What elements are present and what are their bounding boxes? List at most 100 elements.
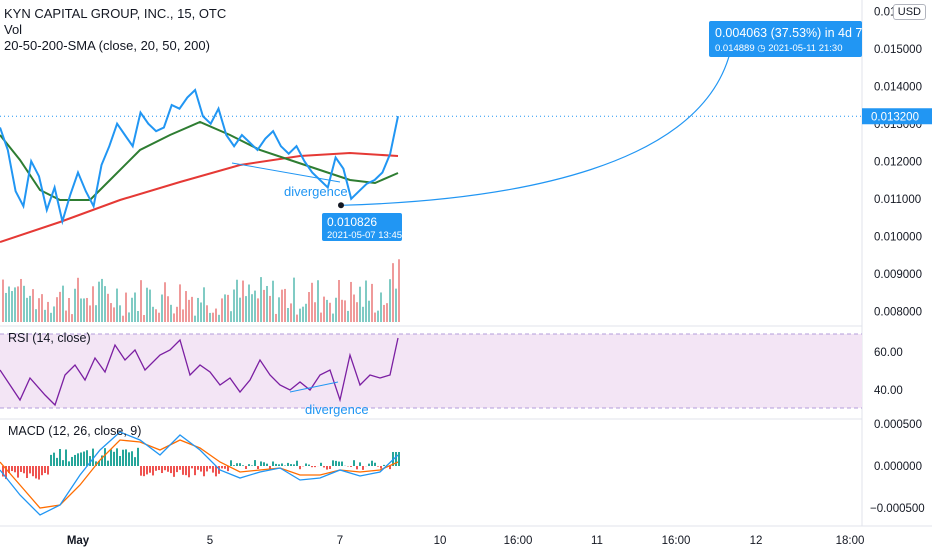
- macd-hist-bar: [56, 457, 58, 466]
- macd-hist-bar: [266, 463, 268, 466]
- volume-bar: [260, 277, 262, 322]
- macd-hist-bar: [233, 465, 235, 466]
- macd-hist-bar: [44, 466, 46, 473]
- rsi-tick-60: 60.00: [874, 347, 903, 359]
- macd-hist-bar: [2, 466, 4, 477]
- volume-bar: [41, 294, 43, 322]
- macd-hist-bar: [167, 466, 169, 472]
- volume-bar: [245, 296, 247, 322]
- volume-bar: [218, 314, 220, 322]
- volume-bar: [92, 286, 94, 322]
- time-tick-label: 10: [434, 535, 447, 547]
- macd-hist-bar: [383, 464, 385, 466]
- projection-curve: [340, 52, 731, 206]
- macd-hist-bar: [50, 454, 52, 466]
- macd-hist-bar: [59, 449, 61, 466]
- volume-bar: [290, 303, 292, 322]
- macd-hist-bar: [17, 466, 19, 478]
- macd-hist-bar: [188, 466, 190, 478]
- volume-bar: [362, 306, 364, 322]
- low-label-date: 2021-05-07 13:45: [327, 230, 402, 241]
- volume-bar: [398, 259, 400, 322]
- macd-hist-bar: [35, 466, 37, 479]
- volume-bar: [89, 305, 91, 322]
- volume-bar: [374, 312, 376, 322]
- divergence-line-price: [231, 162, 341, 183]
- volume-bar: [86, 297, 88, 322]
- macd-hist-bar: [83, 451, 85, 466]
- volume-bar: [53, 306, 55, 322]
- macd-hist-bar: [68, 461, 70, 466]
- volume-bar: [269, 295, 271, 322]
- volume-bar: [347, 310, 349, 322]
- volume-bar: [323, 296, 325, 322]
- macd-hist-bar: [236, 463, 238, 466]
- macd-hist-bar: [242, 465, 244, 466]
- macd-hist-bar: [146, 466, 148, 475]
- macd-hist-bar: [248, 464, 250, 466]
- rsi-line: [0, 337, 399, 407]
- macd-hist-bar: [80, 452, 82, 466]
- divergence-label-price: divergence: [284, 184, 348, 199]
- macd-signal-line: [0, 439, 399, 509]
- macd-hist-bar: [272, 461, 274, 466]
- volume-bar: [50, 312, 52, 322]
- volume-bar: [344, 300, 346, 322]
- volume-bar: [188, 299, 190, 322]
- macd-hist-bar: [356, 466, 358, 470]
- macd-hist-bar: [107, 460, 109, 466]
- volume-bar: [29, 295, 31, 322]
- volume-bar: [242, 280, 244, 322]
- macd-hist-bar: [149, 466, 151, 473]
- macd-hist-bar: [206, 466, 208, 472]
- sma-50-line: [0, 120, 399, 201]
- volume-bar: [128, 312, 130, 322]
- macd-hist-bar: [350, 466, 352, 467]
- currency-badge[interactable]: USD: [892, 4, 926, 20]
- volume-bar: [80, 298, 82, 322]
- macd-hist-bar: [389, 466, 391, 470]
- time-tick-label: 7: [337, 535, 343, 547]
- volume-bar: [389, 279, 391, 322]
- volume-bar: [197, 297, 199, 322]
- macd-hist-bar: [125, 449, 127, 466]
- macd-hist-bar: [197, 466, 199, 470]
- volume-bar: [17, 286, 19, 322]
- macd-hist-bar: [254, 460, 256, 466]
- divergence-line-rsi: [289, 381, 339, 393]
- macd-hist-bar: [251, 465, 253, 466]
- macd-hist-bar: [368, 463, 370, 466]
- volume-bar: [62, 285, 64, 322]
- sma-legend: 20-50-200-SMA (close, 20, 50, 200): [4, 38, 210, 53]
- macd-hist-bar: [38, 466, 40, 480]
- macd-hist-bar: [140, 466, 142, 476]
- macd-hist-bar: [209, 466, 211, 469]
- volume-bar: [173, 313, 175, 322]
- macd-hist-bar: [113, 451, 115, 466]
- macd-hist-bar: [311, 466, 313, 468]
- volume-bar: [335, 297, 337, 322]
- volume-bar: [44, 309, 46, 322]
- macd-hist-bar: [320, 462, 322, 466]
- volume-bar: [56, 297, 58, 322]
- volume-bar: [47, 301, 49, 322]
- vol-legend: Vol: [4, 22, 23, 37]
- macd-hist-bar: [176, 466, 178, 473]
- macd-hist-bar: [293, 464, 295, 466]
- volume-bar: [386, 303, 388, 322]
- volume-bar: [158, 312, 160, 322]
- macd-hist-bar: [245, 466, 247, 469]
- price-tick-label: 0.010000: [874, 231, 922, 243]
- volume-bar: [68, 297, 70, 322]
- macd-hist-bar: [134, 457, 136, 466]
- macd-hist-bar: [20, 466, 22, 472]
- low-point-marker: [338, 202, 344, 209]
- volume-bar: [26, 297, 28, 322]
- volume-bar: [281, 289, 283, 322]
- volume-bar: [311, 282, 313, 322]
- volume-bar: [146, 287, 148, 322]
- macd-hist-bar: [155, 466, 157, 471]
- macd-hist-bar: [263, 462, 265, 466]
- time-tick-label: May: [67, 535, 90, 547]
